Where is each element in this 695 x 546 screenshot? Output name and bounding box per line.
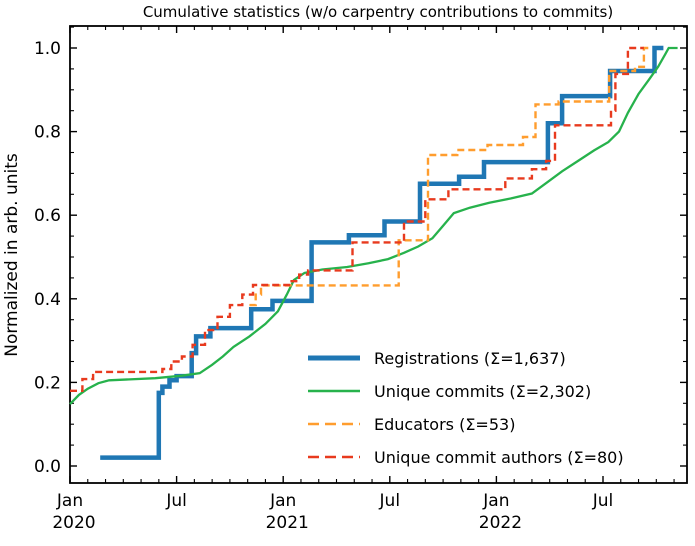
x-tick-label: Jul — [379, 491, 401, 511]
x-tick-label: Jan — [482, 491, 509, 511]
series-layer — [69, 45, 678, 460]
y-tick-label: 0.8 — [34, 123, 61, 143]
y-tick-label: 0.6 — [34, 206, 61, 226]
legend-item: Registrations (Σ=1,637) — [308, 349, 566, 368]
chart-title: Cumulative statistics (w/o carpentry con… — [143, 3, 613, 21]
y-tick-label: 0.4 — [34, 290, 61, 310]
legend-item: Unique commits (Σ=2,302) — [308, 382, 591, 401]
plot-spines — [69, 25, 688, 484]
x-tick-year-label: 2022 — [479, 513, 522, 533]
legend-label: Registrations (Σ=1,637) — [374, 349, 566, 368]
legend-item: Unique commit authors (Σ=80) — [308, 448, 624, 467]
x-tick-year-label: 2020 — [52, 513, 95, 533]
y-tick-label: 0.2 — [34, 373, 61, 393]
x-tick-label: Jan — [56, 491, 83, 511]
x-tick-label: Jul — [165, 491, 187, 511]
legend-item: Educators (Σ=53) — [308, 415, 515, 434]
chart-legend: Registrations (Σ=1,637) Unique commits (Σ… — [308, 349, 624, 467]
legend-label: Unique commits (Σ=2,302) — [374, 382, 591, 401]
y-axis-label: Normalized in arb. units — [2, 153, 22, 357]
series-line-unique-commit-authors — [70, 46, 644, 392]
series-line-unique-commits — [69, 46, 678, 405]
x-tick-year-label: 2021 — [266, 513, 309, 533]
x-tick-label: Jan — [269, 491, 296, 511]
x-tick-label: Jul — [592, 491, 614, 511]
legend-label: Unique commit authors (Σ=80) — [374, 448, 624, 467]
legend-label: Educators (Σ=53) — [374, 415, 515, 434]
y-tick-label: 1.0 — [34, 39, 61, 59]
y-tick-label: 0.0 — [34, 457, 61, 477]
